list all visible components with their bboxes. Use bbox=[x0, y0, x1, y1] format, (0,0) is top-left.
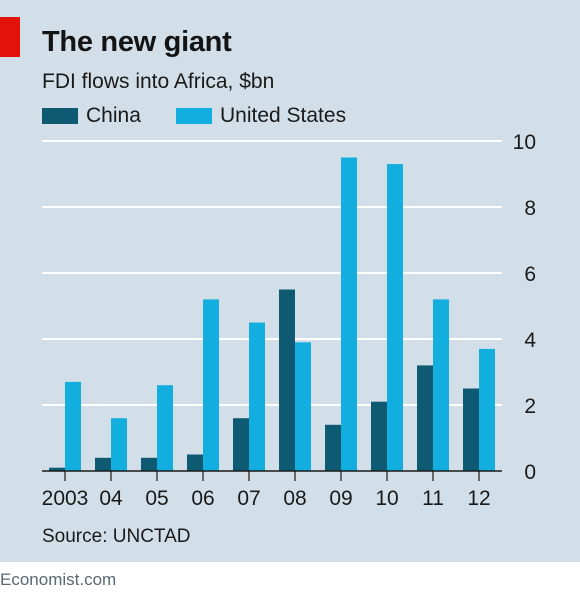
chart-panel: The new giant FDI flows into Africa, $bn… bbox=[0, 0, 580, 562]
bar-united-states bbox=[111, 418, 127, 471]
bar-china bbox=[325, 424, 341, 471]
x-tick-label: 04 bbox=[99, 487, 123, 510]
bar-china bbox=[463, 388, 479, 471]
y-tick-label: 6 bbox=[524, 263, 536, 286]
publisher-credit: Economist.com bbox=[0, 570, 117, 589]
y-tick-label: 0 bbox=[524, 461, 536, 484]
bar-united-states bbox=[249, 322, 265, 471]
legend-swatch-united-states bbox=[176, 108, 212, 124]
bar-united-states bbox=[341, 157, 357, 471]
bar-china bbox=[95, 457, 111, 471]
x-tick-label: 05 bbox=[145, 487, 168, 510]
y-tick-label: 2 bbox=[524, 395, 536, 418]
bars bbox=[49, 157, 495, 471]
chart-subtitle: FDI flows into Africa, $bn bbox=[42, 70, 275, 93]
bar-china bbox=[233, 418, 249, 471]
legend-label-china: China bbox=[86, 104, 141, 127]
bar-china bbox=[417, 365, 433, 471]
chart-title: The new giant bbox=[42, 26, 232, 58]
x-tick-label: 09 bbox=[329, 487, 352, 510]
bar-chart: 0 2 4 6 8 10 2003 04 05 06 07 08 09 10 11 12 bbox=[42, 131, 537, 510]
x-tick-label: 06 bbox=[191, 487, 214, 510]
x-tick-label: 07 bbox=[237, 487, 260, 510]
axes: 0 2 4 6 8 10 2003 04 05 06 07 08 09 10 11 12 bbox=[42, 131, 537, 510]
bar-china bbox=[371, 401, 387, 471]
legend-swatch-china bbox=[42, 108, 78, 124]
bar-united-states bbox=[295, 342, 311, 471]
x-tick-label: 12 bbox=[467, 487, 490, 510]
bar-china bbox=[141, 457, 157, 471]
legend-label-united-states: United States bbox=[220, 104, 347, 127]
y-tick-label: 10 bbox=[513, 131, 536, 154]
bar-united-states bbox=[479, 348, 495, 471]
x-tick-label: 08 bbox=[283, 487, 306, 510]
brand-tag bbox=[0, 17, 20, 57]
bar-united-states bbox=[157, 385, 173, 471]
bar-china bbox=[279, 289, 295, 471]
bar-united-states bbox=[433, 299, 449, 471]
legend-item-china: China bbox=[42, 103, 141, 129]
x-tick-label: 11 bbox=[422, 487, 444, 510]
y-tick-label: 8 bbox=[524, 197, 536, 220]
legend-item-united-states: United States bbox=[176, 103, 346, 129]
bar-united-states bbox=[387, 164, 403, 471]
bar-united-states bbox=[203, 299, 219, 471]
bar-china bbox=[187, 454, 203, 471]
x-tick-label: 10 bbox=[375, 487, 398, 510]
y-tick-label: 4 bbox=[524, 329, 536, 352]
bar-china bbox=[49, 467, 65, 471]
x-tick-label: 2003 bbox=[42, 487, 89, 510]
source-note: Source: UNCTAD bbox=[42, 526, 191, 547]
bar-united-states bbox=[65, 381, 81, 471]
